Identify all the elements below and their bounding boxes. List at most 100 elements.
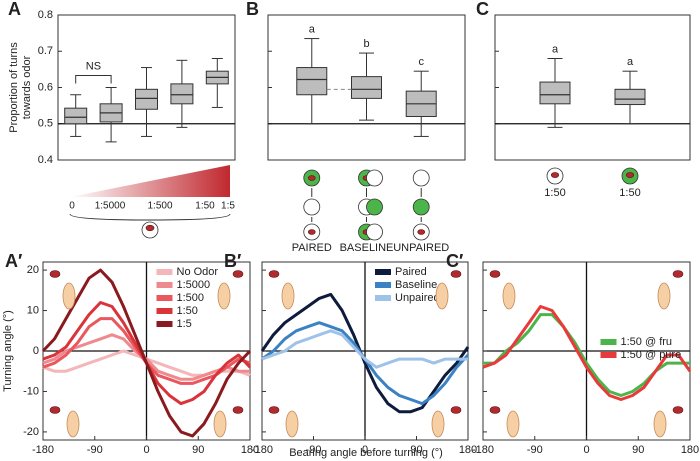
- panel-label: C: [476, 0, 489, 19]
- larva-icon: [435, 282, 449, 310]
- fly-icon: [49, 270, 61, 278]
- fly-icon: [672, 406, 684, 414]
- category-label: 1:5: [221, 201, 235, 212]
- y-tick-label: 0.7: [38, 45, 53, 57]
- panel-label: C′: [446, 251, 463, 271]
- larva-icon: [657, 282, 671, 310]
- series-line: [261, 329, 468, 369]
- larva-icon: [431, 410, 445, 438]
- fly-icon: [450, 406, 462, 414]
- category-label: BASELINE: [340, 242, 394, 254]
- x-tick-label: -90: [87, 444, 103, 456]
- x-tick-label: 90: [192, 444, 204, 456]
- legend-label: 1:50 @ pure: [621, 349, 682, 361]
- concentration-gradient: [70, 165, 230, 197]
- fly-icon: [232, 270, 244, 278]
- category-label: 1:50: [619, 187, 640, 199]
- y-tick-label: 0.4: [38, 154, 53, 166]
- x-tick-label: 0: [583, 444, 589, 456]
- fly-icon: [268, 406, 280, 414]
- box: [296, 67, 328, 96]
- legend-label: 1:50: [177, 305, 198, 317]
- odor-icon: [412, 169, 430, 187]
- fly-icon: [489, 270, 501, 278]
- larva-icon: [502, 282, 516, 310]
- larva-icon: [285, 410, 299, 438]
- legend-label: Paired: [395, 266, 427, 278]
- larva-icon: [506, 410, 520, 438]
- y-tick-label: 0: [33, 345, 39, 357]
- x-tick-label: 180: [241, 444, 259, 456]
- fly-icon: [49, 406, 61, 414]
- larva-icon: [217, 282, 231, 310]
- box: [170, 83, 194, 105]
- y-tick-label: 0.6: [38, 81, 53, 93]
- category-label: 1:500: [147, 201, 172, 212]
- legend-label: Unpaired: [395, 292, 440, 304]
- legend-label: No Odor: [177, 266, 219, 278]
- odor-icon: [366, 223, 383, 241]
- fly-icon: [672, 270, 684, 278]
- y-axis-label: towards odor: [21, 55, 33, 119]
- x-tick-label: -90: [527, 444, 543, 456]
- legend-label: Baseline: [395, 279, 437, 291]
- category-label: 0: [69, 201, 75, 212]
- significance-letter: a: [627, 56, 634, 68]
- fly-icon: [417, 229, 426, 235]
- box: [351, 76, 382, 99]
- significance-letter: a: [309, 23, 316, 35]
- box: [539, 81, 571, 105]
- significance-letter: a: [552, 43, 559, 55]
- larva-icon: [213, 410, 227, 438]
- odor-icon: [303, 198, 321, 216]
- category-label: 1:50: [544, 187, 565, 199]
- range-bracket: [69, 213, 231, 221]
- series-line: [482, 305, 692, 401]
- x-tick-label: 180: [681, 444, 699, 456]
- fly-icon: [307, 229, 316, 235]
- category-label: 1:50: [195, 201, 215, 212]
- x-tick-label: -90: [306, 444, 322, 456]
- larva-icon: [281, 282, 295, 310]
- x-tick-label: 0: [362, 444, 368, 456]
- odor-icon: [366, 169, 383, 187]
- y-tick-label: 0.8: [38, 9, 53, 21]
- legend-label: 1:5000: [177, 279, 211, 291]
- y-tick-label: 10: [27, 304, 39, 316]
- y-axis-label: Proportion of turns: [8, 42, 20, 133]
- x-tick-label: -180: [472, 444, 494, 456]
- panel-label: B: [246, 0, 259, 19]
- larva-icon: [653, 410, 667, 438]
- larva-icon: [66, 410, 80, 438]
- x-tick-label: -180: [32, 444, 54, 456]
- fly-icon: [489, 406, 501, 414]
- plot-frame: [494, 14, 691, 161]
- fly-icon: [625, 172, 635, 178]
- ns-bracket: [75, 75, 112, 84]
- significance-letter: c: [418, 56, 424, 68]
- x-tick-label: 0: [143, 444, 149, 456]
- ns-annotation: NS: [86, 60, 101, 72]
- significance-letter: b: [363, 38, 369, 50]
- legend-label: 1:5: [177, 318, 192, 330]
- series-line: [260, 292, 470, 414]
- larva-icon: [62, 282, 76, 310]
- odor-icon: [412, 198, 430, 216]
- y-axis-label: Turning angle (°): [2, 310, 14, 392]
- category-label: UNPAIRED: [393, 242, 449, 254]
- legend-label: 1:50 @ fru: [621, 336, 673, 348]
- box: [135, 88, 158, 110]
- fly-icon: [232, 406, 244, 414]
- panel-label: B′: [224, 251, 241, 271]
- y-tick-label: 20: [27, 264, 39, 276]
- series-line: [42, 333, 250, 381]
- x-axis-label: Bearing angle before turning (°): [289, 447, 443, 459]
- legend-label: 1:500: [177, 292, 205, 304]
- panel-label: A: [8, 0, 21, 19]
- x-tick-label: 180: [459, 444, 477, 456]
- category-label: PAIRED: [292, 242, 332, 254]
- y-tick-label: -20: [23, 426, 39, 438]
- fly-icon: [450, 270, 462, 278]
- fly-icon: [307, 175, 316, 181]
